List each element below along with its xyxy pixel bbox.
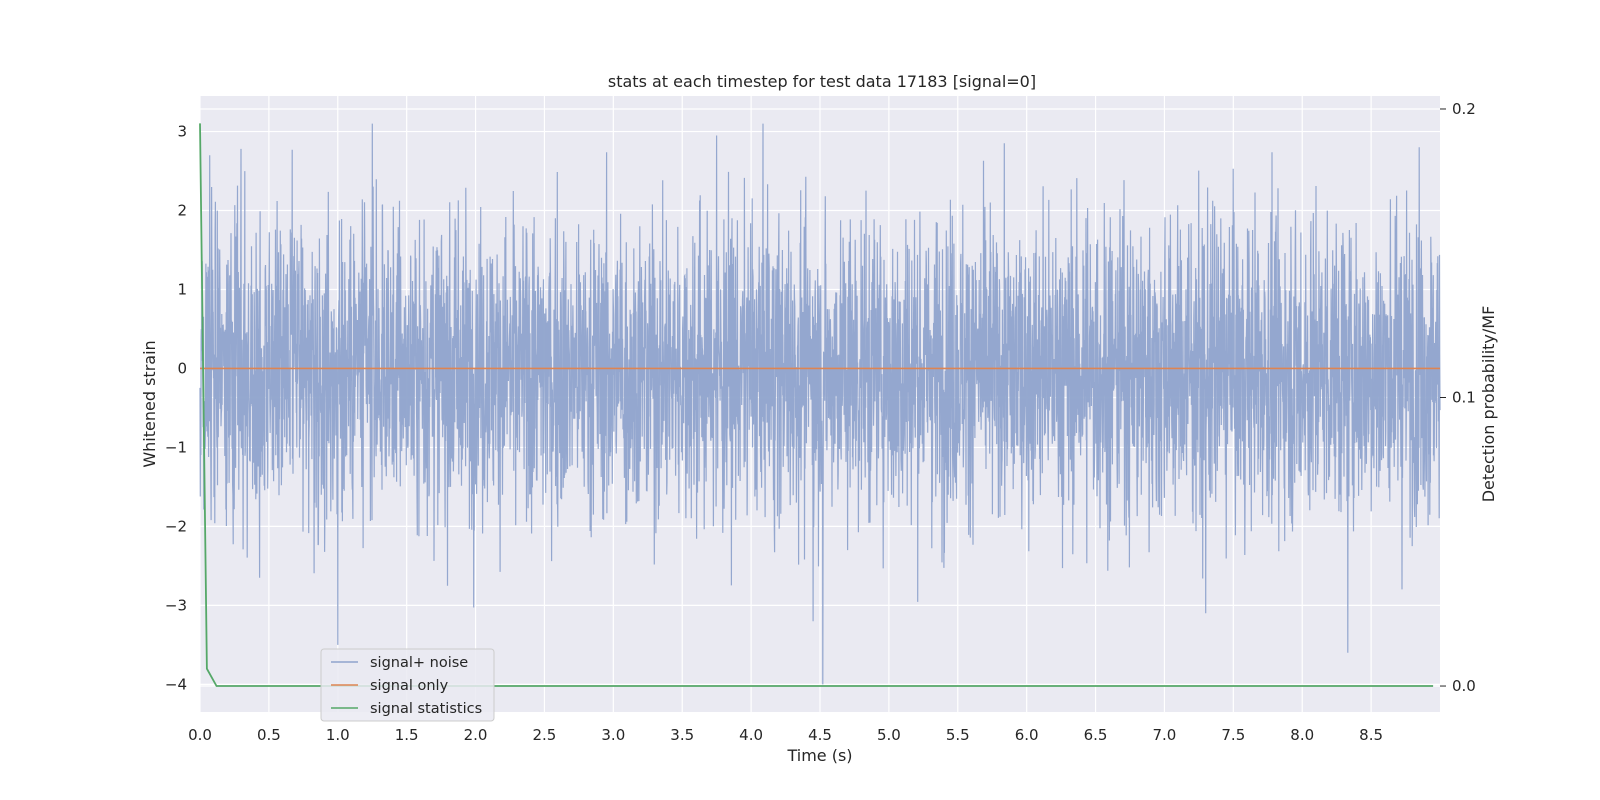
x-tick-label: 2.5: [533, 726, 557, 744]
x-tick-label: 8.5: [1359, 726, 1383, 744]
y2-tick-label: 0.1: [1452, 389, 1476, 407]
series-signal-noise-line: [199, 123, 1441, 685]
y-tick-label: −3: [165, 596, 187, 614]
legend-label-signal-statistics: signal statistics: [370, 701, 482, 717]
x-axis-label: Time (s): [786, 746, 852, 765]
series-layer: [199, 123, 1441, 687]
y-axis-label: Whitened strain: [140, 340, 159, 467]
x-tick-label: 1.0: [326, 726, 350, 744]
legend-box: [320, 648, 495, 722]
x-tick-label: 7.0: [1153, 726, 1177, 744]
x-tick-label: 4.5: [808, 726, 832, 744]
x-tick-label: 0.0: [188, 726, 212, 744]
y-tick-label: −4: [165, 675, 187, 693]
y-tick-label: 0: [177, 359, 187, 377]
x-tick-label: 0.5: [257, 726, 281, 744]
legend: signal+ noise signal only signal statist…: [320, 648, 495, 722]
legend-label-signal-only: signal only: [370, 678, 449, 694]
x-tick-label: 6.0: [1015, 726, 1039, 744]
series-signal-statistics-line: [199, 123, 1434, 687]
y2-axis-label: Detection probability/MF: [1479, 306, 1498, 503]
x-tick-label: 1.5: [395, 726, 419, 744]
y2-tick-label: 0.2: [1452, 100, 1476, 118]
y2-tick-labels: 0.0 0.1 0.2: [1440, 100, 1476, 695]
x-tick-label: 5.5: [946, 726, 970, 744]
y-tick-label: 1: [177, 280, 187, 298]
x-tick-label: 7.5: [1221, 726, 1245, 744]
x-tick-label: 5.0: [877, 726, 901, 744]
legend-label-signal-noise: signal+ noise: [370, 655, 468, 671]
y2-tick-label: 0.0: [1452, 677, 1476, 695]
y-tick-label: 2: [177, 202, 187, 220]
x-tick-label: 4.0: [739, 726, 763, 744]
y-tick-label: −2: [165, 517, 187, 535]
x-tick-labels: 0.0 0.5 1.0 1.5 2.0 2.5 3.0 3.5 4.0 4.5 5.0 5.5 6.0 6…: [188, 726, 1383, 744]
x-tick-label: 3.5: [670, 726, 694, 744]
y-tick-labels: −4 −3 −2 −1 0 1 2 3: [165, 123, 187, 694]
chart-title: stats at each timestep for test data 171…: [608, 72, 1036, 91]
x-tick-label: 8.0: [1290, 726, 1314, 744]
x-tick-label: 2.0: [464, 726, 488, 744]
x-tick-label: 3.0: [601, 726, 625, 744]
y-tick-label: 3: [177, 123, 187, 141]
y-tick-label: −1: [165, 438, 187, 456]
x-tick-label: 6.5: [1084, 726, 1108, 744]
